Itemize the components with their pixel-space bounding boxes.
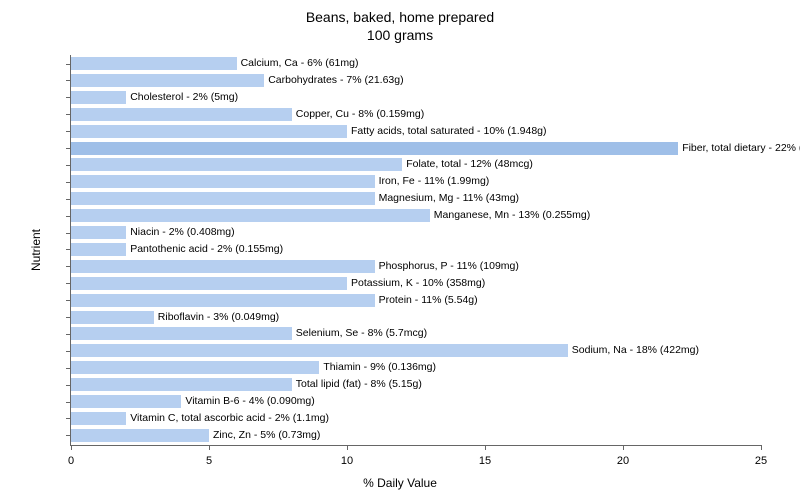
nutrient-bar-label: Selenium, Se - 8% (5.7mcg)	[292, 327, 427, 340]
y-tick	[66, 300, 71, 301]
y-tick	[66, 249, 71, 250]
nutrient-bar	[71, 429, 209, 442]
nutrient-bar	[71, 74, 264, 87]
nutrient-bar-label: Vitamin C, total ascorbic acid - 2% (1.1…	[126, 412, 329, 425]
nutrient-bar-label: Total lipid (fat) - 8% (5.15g)	[292, 378, 422, 391]
nutrient-bar	[71, 91, 126, 104]
y-tick	[66, 114, 71, 115]
x-tick	[347, 445, 348, 450]
y-tick	[66, 199, 71, 200]
y-tick	[66, 418, 71, 419]
nutrient-bar-label: Folate, total - 12% (48mcg)	[402, 158, 533, 171]
nutrient-bar	[71, 412, 126, 425]
y-tick	[66, 334, 71, 335]
nutrient-bar	[71, 57, 237, 70]
x-tick-label: 0	[68, 455, 74, 467]
nutrient-bar-label: Thiamin - 9% (0.136mg)	[319, 361, 436, 374]
y-tick	[66, 80, 71, 81]
nutrient-bar-label: Protein - 11% (5.54g)	[375, 294, 478, 307]
y-tick	[66, 435, 71, 436]
y-tick	[66, 165, 71, 166]
nutrient-bar-label: Fatty acids, total saturated - 10% (1.94…	[347, 125, 547, 138]
nutrient-bar	[71, 311, 154, 324]
x-tick	[623, 445, 624, 450]
x-tick	[485, 445, 486, 450]
nutrient-bar	[71, 209, 430, 222]
nutrient-bar-label: Magnesium, Mg - 11% (43mg)	[375, 192, 519, 205]
x-axis-label: % Daily Value	[0, 476, 800, 490]
nutrient-bar-label: Iron, Fe - 11% (1.99mg)	[375, 175, 490, 188]
x-tick	[761, 445, 762, 450]
y-tick	[66, 182, 71, 183]
y-tick	[66, 351, 71, 352]
nutrient-bar-label: Fiber, total dietary - 22% (5.5g)	[678, 142, 800, 155]
title-line-1: Beans, baked, home prepared	[306, 9, 494, 25]
x-tick-label: 20	[617, 455, 629, 467]
nutrient-bar	[71, 395, 181, 408]
nutrient-bar-label: Phosphorus, P - 11% (109mg)	[375, 260, 519, 273]
nutrient-bar-label: Sodium, Na - 18% (422mg)	[568, 344, 699, 357]
nutrient-bar-label: Riboflavin - 3% (0.049mg)	[154, 311, 279, 324]
x-tick	[209, 445, 210, 450]
y-axis-label: Nutrient	[29, 229, 43, 271]
y-tick	[66, 148, 71, 149]
nutrient-bar-label: Zinc, Zn - 5% (0.73mg)	[209, 429, 320, 442]
x-tick-label: 15	[479, 455, 491, 467]
nutrient-bar	[71, 175, 375, 188]
nutrient-bar	[71, 192, 375, 205]
title-line-2: 100 grams	[367, 27, 433, 43]
nutrient-bar	[71, 226, 126, 239]
x-tick-label: 5	[206, 455, 212, 467]
y-tick	[66, 368, 71, 369]
nutrient-bar-label: Manganese, Mn - 13% (0.255mg)	[430, 209, 590, 222]
nutrient-bar-label: Calcium, Ca - 6% (61mg)	[237, 57, 359, 70]
chart-title: Beans, baked, home prepared 100 grams	[0, 0, 800, 44]
nutrient-bar-label: Pantothenic acid - 2% (0.155mg)	[126, 243, 283, 256]
nutrient-bar	[71, 243, 126, 256]
y-tick	[66, 131, 71, 132]
y-tick	[66, 97, 71, 98]
nutrient-bar-label: Vitamin B-6 - 4% (0.090mg)	[181, 395, 314, 408]
nutrient-bar	[71, 361, 319, 374]
y-tick	[66, 266, 71, 267]
y-tick	[66, 233, 71, 234]
nutrient-bar-label: Potassium, K - 10% (358mg)	[347, 277, 485, 290]
plot-area: Calcium, Ca - 6% (61mg) Carbohydrates - 7…	[70, 55, 761, 446]
nutrient-bar	[71, 125, 347, 138]
nutrient-bar	[71, 260, 375, 273]
x-tick	[71, 445, 72, 450]
x-tick-label: 25	[755, 455, 767, 467]
nutrient-bar	[71, 108, 292, 121]
nutrient-bar	[71, 294, 375, 307]
nutrient-bar	[71, 142, 678, 155]
nutrient-bar-label: Carbohydrates - 7% (21.63g)	[264, 74, 403, 87]
y-tick	[66, 283, 71, 284]
y-tick	[66, 216, 71, 217]
nutrient-bar-label: Niacin - 2% (0.408mg)	[126, 226, 234, 239]
nutrient-bar	[71, 158, 402, 171]
nutrient-bar-label: Cholesterol - 2% (5mg)	[126, 91, 238, 104]
nutrient-bar	[71, 277, 347, 290]
y-tick	[66, 402, 71, 403]
nutrient-bar	[71, 378, 292, 391]
nutrient-bar	[71, 344, 568, 357]
x-tick-label: 10	[341, 455, 353, 467]
y-tick	[66, 317, 71, 318]
nutrient-bar	[71, 327, 292, 340]
y-tick	[66, 64, 71, 65]
nutrient-bar-label: Copper, Cu - 8% (0.159mg)	[292, 108, 424, 121]
y-tick	[66, 385, 71, 386]
nutrient-chart: Beans, baked, home prepared 100 grams Nu…	[0, 0, 800, 500]
